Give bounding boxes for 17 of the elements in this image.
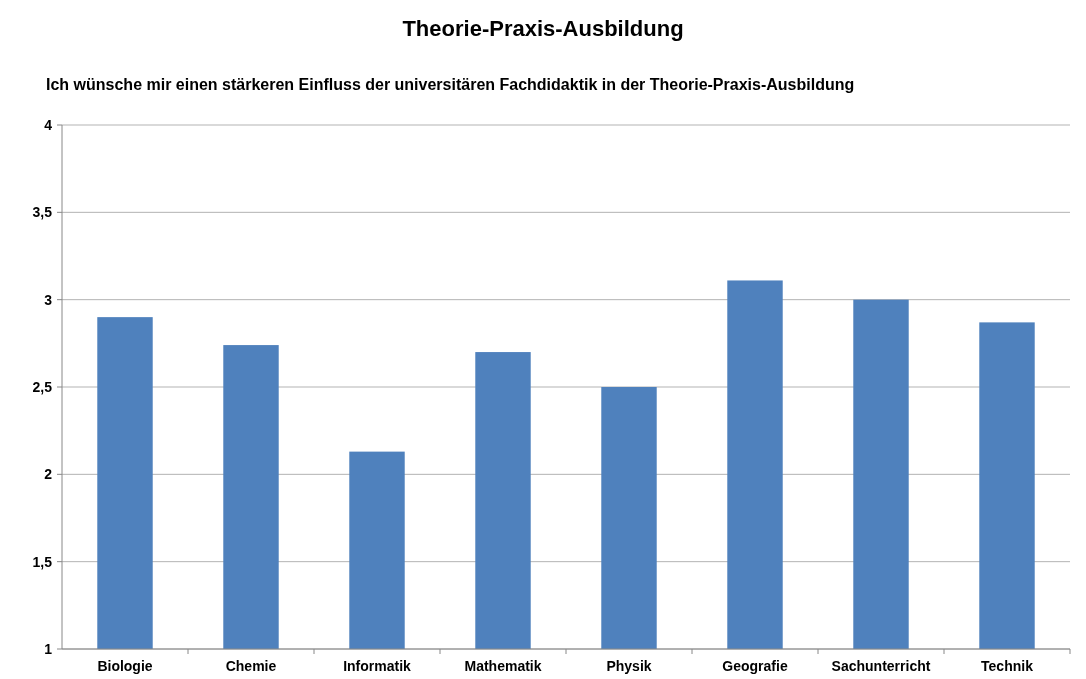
- x-tick-label: Biologie: [97, 658, 153, 674]
- x-tick-label: Technik: [981, 658, 1034, 674]
- y-tick-label: 1,5: [32, 553, 53, 570]
- x-tick-label: Sachunterricht: [831, 658, 931, 674]
- y-tick-label: 1: [44, 640, 53, 657]
- y-tick-label: 3,5: [32, 204, 53, 221]
- chart-title: Theorie-Praxis-Ausbildung: [402, 16, 684, 41]
- chart-subtitle: Ich wünsche mir einen stärkeren Einfluss der universitären Fachdidaktik in der Theorie-Praxis-Ausbildung: [46, 76, 855, 93]
- x-tick-label: Geografie: [722, 658, 788, 674]
- y-tick-label: 2: [44, 466, 53, 483]
- y-tick-label: 3: [44, 291, 53, 308]
- x-tick-label: Chemie: [225, 658, 277, 674]
- y-tick-label: 2,5: [32, 378, 53, 395]
- x-tick-label: Physik: [606, 658, 652, 674]
- y-tick-label: 4: [44, 116, 53, 133]
- x-tick-label: Mathematik: [464, 658, 542, 674]
- x-tick-label: Informatik: [343, 658, 412, 674]
